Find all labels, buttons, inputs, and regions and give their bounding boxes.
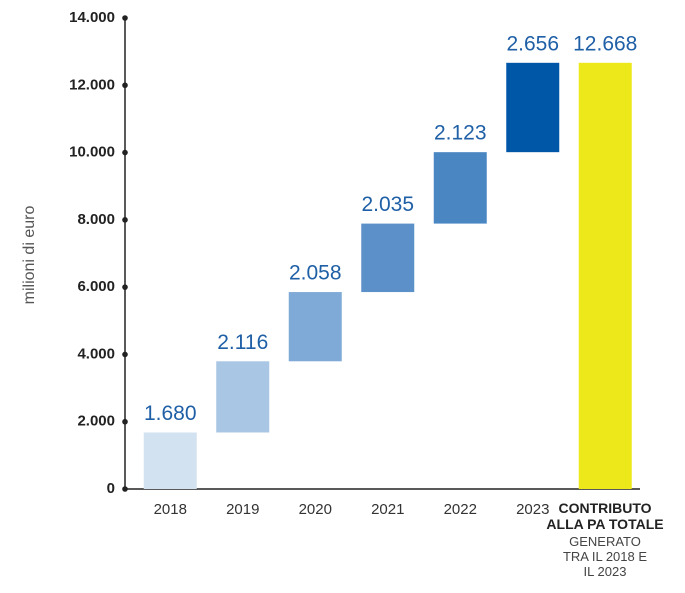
y-tick-label: 6.000 <box>77 278 115 295</box>
y-tick-label: 12.000 <box>69 76 115 93</box>
x-tick-label: 2021 <box>371 501 404 518</box>
bar <box>288 292 342 362</box>
value-label: 1.680 <box>144 402 197 425</box>
bar <box>578 62 632 489</box>
x-tick-label: 2018 <box>154 501 187 518</box>
y-tick-dot <box>122 418 128 425</box>
value-label: 2.123 <box>434 122 487 145</box>
y-tick-label: 8.000 <box>77 211 115 228</box>
value-label: 2.035 <box>361 193 414 216</box>
y-tick-dot <box>122 217 128 223</box>
bar <box>506 62 560 153</box>
value-label: 2.058 <box>289 262 342 285</box>
x-tick-label: 2019 <box>226 501 259 518</box>
y-tick-dot <box>122 486 128 492</box>
y-axis-label: milioni di euro <box>21 206 38 305</box>
y-tick-label: 10.000 <box>69 144 115 161</box>
x-tick-label: 2022 <box>444 501 477 518</box>
value-label: 2.656 <box>506 32 559 55</box>
total-category-label: CONTRIBUTO ALLA PA TOTALE <box>546 500 664 532</box>
bar <box>361 223 415 293</box>
y-tick-dot <box>122 284 128 290</box>
value-label: 2.116 <box>217 331 268 354</box>
value-label: 12.668 <box>573 32 637 55</box>
bar <box>433 152 487 224</box>
y-tick-dot <box>122 149 128 156</box>
y-tick-label: 2.000 <box>77 413 115 430</box>
y-tick-dot <box>122 82 128 89</box>
bar <box>143 432 197 489</box>
y-tick-dot <box>122 15 128 21</box>
y-tick-dot <box>122 351 128 358</box>
y-tick-label: 0 <box>107 480 115 497</box>
annotation: GENERATO TRA IL 2018 E IL 2023 <box>562 534 648 579</box>
y-tick-label: 14.000 <box>69 9 115 26</box>
bar <box>216 361 270 433</box>
x-tick-label: 2020 <box>299 501 332 518</box>
x-tick-label: 2023 <box>516 501 549 518</box>
y-tick-label: 4.000 <box>77 345 115 362</box>
